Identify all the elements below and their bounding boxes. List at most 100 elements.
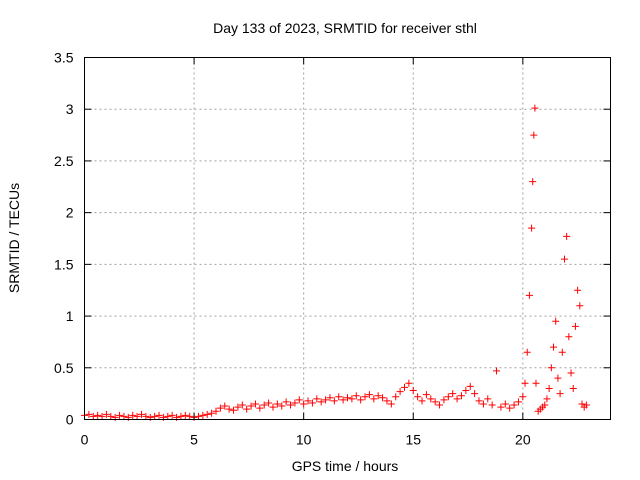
x-tick-label: 5 (190, 432, 198, 448)
data-point-marker (530, 131, 538, 139)
y-axis-label: SRMTID / TECUs (6, 183, 22, 293)
data-point-marker (532, 379, 540, 387)
data-point-marker (574, 286, 582, 294)
data-point-marker (418, 397, 426, 405)
y-tick-label: 1 (66, 308, 74, 324)
data-point-marker (278, 402, 286, 410)
data-point-marker (501, 400, 509, 408)
x-axis-label: GPS time / hours (292, 458, 399, 474)
data-point-marker (308, 399, 316, 407)
x-tick-label: 10 (296, 432, 312, 448)
data-point-marker (361, 393, 369, 401)
data-point-marker (409, 387, 417, 395)
plot-frame (84, 57, 611, 420)
data-point-marker (528, 224, 536, 232)
data-point-marker (234, 403, 242, 411)
data-point-marker (554, 374, 562, 382)
data-point-marker (243, 405, 251, 413)
data-point-marker (547, 364, 555, 372)
data-point-marker (582, 401, 590, 409)
data-point-marker (230, 406, 238, 414)
data-point-marker (543, 395, 551, 403)
data-point-marker (142, 412, 150, 420)
data-point-marker (497, 403, 505, 411)
data-point-marker (168, 411, 176, 419)
data-point-marker (523, 348, 531, 356)
data-point-marker (576, 302, 584, 310)
data-point-marker (457, 392, 465, 400)
data-point-marker (493, 367, 501, 375)
y-tick-label: 0 (66, 412, 74, 428)
data-point-marker (453, 395, 461, 403)
data-point-marker (265, 399, 273, 407)
data-point-marker (291, 399, 299, 407)
data-point-marker (221, 402, 229, 410)
data-point-marker (436, 401, 444, 409)
data-point-marker (300, 400, 308, 408)
data-point-marker (326, 394, 334, 402)
data-point-marker (335, 393, 343, 401)
x-tick-label: 20 (515, 432, 531, 448)
data-point-marker (541, 401, 549, 409)
data-point-marker (352, 392, 360, 400)
data-point-marker (225, 405, 233, 413)
data-point-marker (571, 322, 579, 330)
data-point-marker (260, 401, 268, 409)
data-point-marker (506, 404, 514, 412)
data-point-marker (440, 396, 448, 404)
y-tick-label: 1.5 (54, 256, 74, 272)
data-point-marker (177, 412, 185, 420)
data-point-marker (488, 401, 496, 409)
data-point-marker (552, 317, 560, 325)
data-point-marker (199, 411, 207, 419)
data-point-marker (521, 379, 529, 387)
data-point-marker (256, 404, 264, 412)
data-points (81, 104, 590, 421)
data-point-marker (374, 392, 382, 400)
data-point-marker (565, 333, 573, 341)
data-point-marker (330, 397, 338, 405)
data-point-marker (313, 395, 321, 403)
data-point-marker (116, 411, 124, 419)
data-point-marker (322, 396, 330, 404)
data-point-marker (238, 401, 246, 409)
data-point-marker (155, 411, 163, 419)
data-point-marker (466, 382, 474, 390)
x-tick-label: 15 (405, 432, 421, 448)
x-tick-label: 0 (81, 432, 89, 448)
data-point-marker (102, 410, 110, 418)
data-point-marker (414, 393, 422, 401)
data-point-marker (151, 412, 159, 420)
data-point-marker (98, 412, 106, 420)
data-point-marker (344, 394, 351, 402)
axis-ticks: 0 5 10 15 20 0 0.5 1 1.5 2 2.5 3 3.5 (54, 50, 611, 448)
data-point-marker (531, 104, 539, 112)
data-point-marker (484, 395, 492, 403)
data-point-marker (379, 394, 387, 402)
data-point-marker (107, 412, 115, 420)
data-point-marker (120, 412, 128, 420)
data-point-marker (304, 397, 312, 405)
data-point-marker (387, 400, 395, 408)
data-point-marker (85, 410, 93, 418)
data-point-marker (370, 395, 378, 403)
y-tick-label: 2 (66, 205, 74, 221)
data-point-marker (181, 411, 189, 419)
data-point-marker (556, 390, 564, 398)
y-tick-label: 2.5 (54, 153, 74, 169)
data-point-marker (383, 397, 391, 405)
data-point-marker (282, 398, 290, 406)
data-point-marker (273, 400, 281, 408)
data-point-marker (339, 396, 347, 404)
data-point-marker (569, 384, 577, 392)
data-point-marker (475, 397, 483, 405)
data-point-marker (365, 391, 373, 399)
grid-lines (84, 57, 611, 420)
data-point-marker (560, 255, 568, 263)
data-point-marker (203, 410, 211, 418)
data-point-marker (164, 412, 172, 420)
data-point-marker (89, 412, 97, 420)
data-point-marker (216, 404, 224, 412)
data-point-marker (431, 398, 439, 406)
data-point-marker (251, 400, 259, 408)
